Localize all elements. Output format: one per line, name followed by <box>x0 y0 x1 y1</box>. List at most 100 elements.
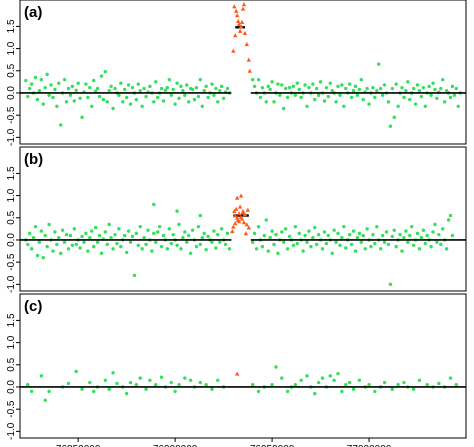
normal-point <box>167 227 172 231</box>
normal-point <box>204 84 208 89</box>
panel-c: (c) -1.0 -0.5 0.0 0.5 1.0 1.5 <box>6 293 467 440</box>
normal-point <box>62 240 67 244</box>
normal-point <box>390 86 395 91</box>
normal-point <box>336 371 340 376</box>
normal-point <box>113 86 117 91</box>
normal-point <box>400 85 404 90</box>
normal-point <box>196 94 201 99</box>
panel-a-ytick-label: 0.0 <box>6 86 17 100</box>
normal-point <box>196 224 201 229</box>
normal-point <box>276 251 280 255</box>
normal-point <box>392 228 396 232</box>
normal-point <box>88 380 92 385</box>
normal-point <box>342 104 346 108</box>
amplified-point <box>236 211 242 216</box>
normal-point <box>70 243 75 247</box>
amplified-point <box>247 68 252 73</box>
normal-point <box>39 229 44 233</box>
normal-point <box>332 378 336 383</box>
normal-point <box>293 93 298 97</box>
normal-point <box>57 236 61 240</box>
normal-point <box>316 232 321 237</box>
normal-point <box>183 230 187 234</box>
normal-point <box>456 104 460 108</box>
normal-point <box>47 389 51 394</box>
normal-point <box>365 86 369 91</box>
amplified-point <box>242 212 248 217</box>
normal-point <box>165 247 170 251</box>
normal-point <box>392 115 396 120</box>
amplified-point <box>231 224 236 229</box>
normal-point <box>326 233 331 238</box>
normal-point <box>324 85 329 90</box>
normal-point <box>309 244 313 249</box>
normal-point <box>280 83 284 87</box>
normal-point <box>361 97 365 102</box>
normal-point <box>216 100 220 104</box>
normal-point <box>404 229 408 233</box>
normal-point <box>190 228 195 232</box>
normal-point <box>33 75 38 80</box>
normal-point <box>270 229 274 233</box>
normal-point <box>283 227 288 231</box>
panel-c-ytick-label: 1.0 <box>6 335 17 349</box>
normal-point <box>105 100 109 104</box>
normal-point <box>144 242 148 247</box>
normal-point <box>179 84 183 89</box>
normal-point <box>437 232 441 237</box>
normal-point <box>190 87 195 92</box>
normal-point <box>402 236 406 240</box>
normal-point <box>24 78 28 83</box>
normal-point <box>111 371 115 375</box>
normal-point <box>155 230 160 234</box>
normal-point <box>72 227 76 231</box>
normal-point <box>223 242 228 247</box>
normal-point <box>214 86 218 91</box>
normal-point <box>55 104 59 108</box>
normal-point <box>394 82 398 86</box>
normal-point <box>353 84 358 89</box>
normal-point <box>183 376 187 380</box>
normal-point <box>411 387 416 391</box>
normal-point <box>124 250 129 255</box>
panel-c-ytick-label: 1.5 <box>6 313 17 327</box>
normal-point <box>35 97 40 102</box>
normal-point <box>41 256 45 260</box>
normal-point <box>152 100 156 104</box>
normal-point <box>250 240 255 244</box>
normal-point <box>314 242 319 247</box>
panel-b-ytick-label: -0.5 <box>6 253 17 271</box>
normal-point <box>33 224 38 229</box>
normal-point <box>439 242 443 247</box>
amplified-point <box>231 48 236 53</box>
normal-point <box>66 86 71 91</box>
normal-point <box>252 84 257 89</box>
normal-point <box>427 84 431 89</box>
normal-point <box>328 81 332 85</box>
normal-point <box>185 240 189 244</box>
normal-point <box>402 380 406 385</box>
normal-point <box>202 89 206 93</box>
amplified-point <box>246 225 252 230</box>
normal-point <box>173 389 177 394</box>
normal-point <box>396 104 400 108</box>
amplified-point <box>237 204 243 209</box>
x-tick-label: 77000000 <box>347 444 392 447</box>
normal-point <box>128 240 133 244</box>
normal-point <box>408 97 412 102</box>
normal-point <box>105 242 109 247</box>
normal-point <box>43 85 47 90</box>
normal-point <box>280 376 284 380</box>
normal-point <box>411 86 416 91</box>
normal-point <box>115 241 119 246</box>
normal-point <box>256 224 261 229</box>
normal-point <box>78 96 82 100</box>
normal-point <box>386 242 391 247</box>
normal-point <box>365 227 369 231</box>
normal-point <box>421 228 426 232</box>
normal-point <box>138 376 142 380</box>
normal-point <box>47 222 51 227</box>
normal-point <box>86 95 90 100</box>
amplified-point <box>239 216 245 221</box>
